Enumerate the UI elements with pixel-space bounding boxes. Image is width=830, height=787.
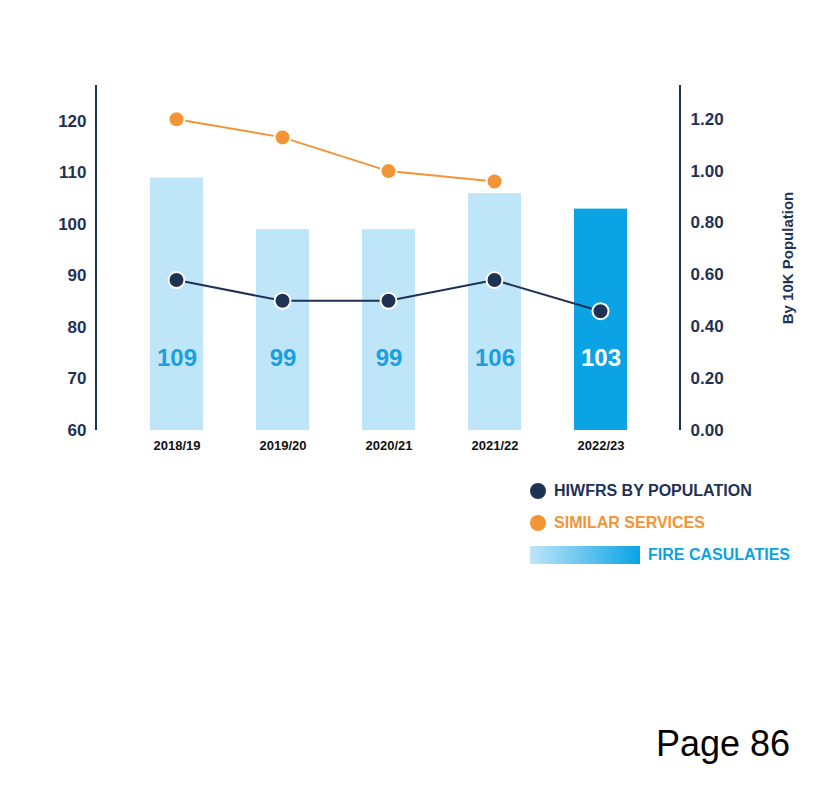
- svg-text:2018/19: 2018/19: [154, 438, 201, 453]
- svg-text:0.60: 0.60: [691, 265, 724, 284]
- svg-text:0.40: 0.40: [691, 317, 724, 336]
- svg-text:120: 120: [58, 112, 86, 131]
- html-text:SIMILAR SERVICES: SIMILAR SERVICES: [554, 514, 705, 531]
- svg-text:106: 106: [475, 344, 515, 371]
- svg-text:0.00: 0.00: [691, 421, 724, 440]
- svg-text:2019/20: 2019/20: [260, 438, 307, 453]
- svg-text:80: 80: [68, 318, 87, 337]
- svg-text:1.00: 1.00: [691, 162, 724, 181]
- svg-text:60: 60: [68, 421, 87, 440]
- svg-text:By 10K Population: By 10K Population: [779, 192, 796, 325]
- svg-text:2022/23: 2022/23: [578, 438, 625, 453]
- svg-text:2021/22: 2021/22: [472, 438, 519, 453]
- svg-text:110: 110: [59, 163, 86, 182]
- svg-text:1.20: 1.20: [691, 110, 724, 129]
- svg-text:103: 103: [581, 344, 621, 371]
- svg-text:90: 90: [68, 266, 87, 285]
- svg-text:2020/21: 2020/21: [366, 438, 413, 453]
- svg-text:100: 100: [58, 215, 86, 234]
- svg-text:99: 99: [270, 344, 297, 371]
- svg-text:0.20: 0.20: [691, 369, 724, 388]
- svg-text:70: 70: [68, 369, 87, 388]
- svg-text:0.80: 0.80: [691, 213, 724, 232]
- svg-text:109: 109: [157, 344, 197, 371]
- svg-text:99: 99: [376, 344, 403, 371]
- html-text:Page 86: Page 86: [655, 723, 790, 764]
- html-text:HIWFRS BY POPULATION: HIWFRS BY POPULATION: [554, 482, 752, 499]
- html-text:FIRE CASULATIES: FIRE CASULATIES: [648, 546, 790, 563]
